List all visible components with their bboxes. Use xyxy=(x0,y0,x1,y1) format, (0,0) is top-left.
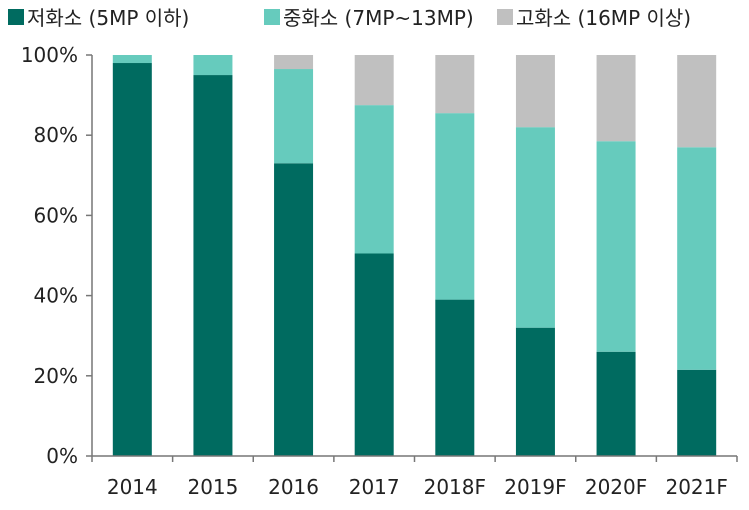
x-tick-label: 2014 xyxy=(107,475,158,499)
x-tick-label: 2017 xyxy=(349,475,400,499)
y-tick-label: 100% xyxy=(21,43,78,67)
legend-swatch-high xyxy=(497,9,513,25)
bar-segment-2020f-series-1 xyxy=(596,141,636,352)
y-tick-label: 80% xyxy=(34,123,78,147)
y-tick-label: 0% xyxy=(46,444,78,468)
y-tick-label: 60% xyxy=(34,203,78,227)
bar-segment-2018f-series-1 xyxy=(435,113,475,300)
legend-swatch-low xyxy=(8,9,24,25)
bar-segment-2021f-series-1 xyxy=(677,147,717,370)
bar-segment-2016-series-2 xyxy=(274,55,314,70)
bar-segment-2019f-series-0 xyxy=(515,327,555,456)
bars xyxy=(112,55,717,457)
bar-segment-2016-series-1 xyxy=(274,69,314,164)
x-tick-label: 2021F xyxy=(665,475,727,499)
bar-segment-2021f-series-2 xyxy=(677,55,717,148)
bar-segment-2017-series-2 xyxy=(354,55,394,106)
bar-segment-2017-series-1 xyxy=(354,105,394,254)
bar-segment-2018f-series-0 xyxy=(435,299,475,456)
bar-segment-2016-series-0 xyxy=(274,163,314,456)
y-tick-label: 20% xyxy=(34,364,78,388)
legend: 저화소 (5MP 이하) 중화소 (7MP~13MP) 고화소 (16MP 이상… xyxy=(8,6,691,30)
bar-segment-2019f-series-1 xyxy=(515,127,555,328)
bar-segment-2014-series-1 xyxy=(112,55,152,64)
legend-label-low: 저화소 (5MP 이하) xyxy=(27,6,189,30)
legend-label-mid: 중화소 (7MP~13MP) xyxy=(283,6,474,30)
bar-segment-2017-series-0 xyxy=(354,253,394,456)
x-tick-label: 2018F xyxy=(424,475,486,499)
bar-segment-2018f-series-2 xyxy=(435,55,475,114)
y-tick-label: 40% xyxy=(34,284,78,308)
x-tick-label: 2016 xyxy=(268,475,319,499)
y-axis: 0% 20% 40% 60% 80% 100% xyxy=(21,43,93,468)
bar-segment-2021f-series-0 xyxy=(677,369,717,456)
legend-label-high: 고화소 (16MP 이상) xyxy=(516,6,691,30)
bar-segment-2015-series-0 xyxy=(193,75,233,457)
bar-segment-2015-series-1 xyxy=(193,55,233,76)
bar-segment-2020f-series-0 xyxy=(596,351,636,456)
x-axis: 2014 2015 2016 2017 2018F 2019F 2020F 2021F xyxy=(91,455,738,499)
x-tick-label: 2019F xyxy=(504,475,566,499)
bar-segment-2019f-series-2 xyxy=(515,55,555,128)
x-tick-label: 2020F xyxy=(585,475,647,499)
bar-segment-2020f-series-2 xyxy=(596,55,636,142)
legend-swatch-mid xyxy=(264,9,280,25)
x-tick-label: 2015 xyxy=(187,475,238,499)
bar-segment-2014-series-0 xyxy=(112,63,152,457)
